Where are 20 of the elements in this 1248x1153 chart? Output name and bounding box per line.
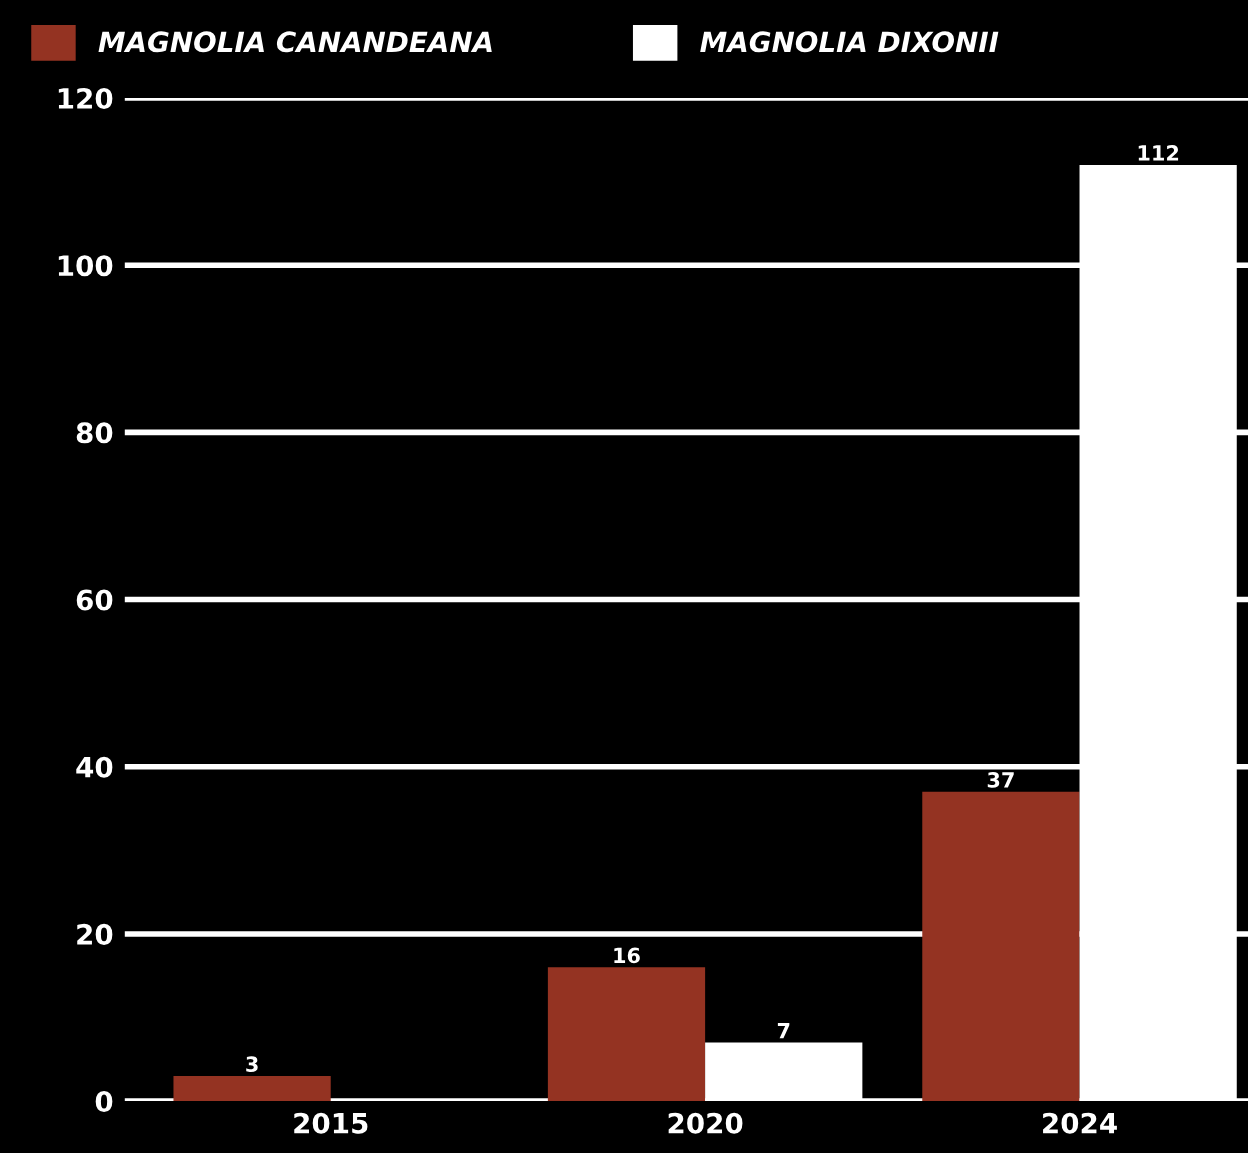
bar [173, 1076, 331, 1102]
x-tick-label: 2024 [1043, 1112, 1117, 1134]
y-tick-label: 80 [76, 422, 113, 444]
y-tick-label: 60 [76, 589, 113, 611]
bar [547, 967, 706, 1102]
legend-label: MAGNOLIA DIXONII [700, 31, 999, 53]
data-label: 3 [246, 1056, 258, 1072]
y-tick-label: 20 [77, 923, 113, 945]
x-tick-label: 2015 [294, 1112, 368, 1134]
y-tick-label: 0 [95, 1091, 113, 1113]
legend-label: MAGNOLIA CANANDEANA [98, 31, 492, 53]
x-tick-label: 2020 [668, 1112, 743, 1134]
bar [922, 791, 1080, 1102]
y-tick-label: 40 [76, 756, 113, 778]
data-label: 16 [614, 947, 640, 964]
y-tick-label: 120 [58, 87, 113, 109]
data-label: 37 [987, 772, 1014, 788]
data-label: 7 [777, 1023, 790, 1039]
data-label: 112 [1138, 145, 1179, 161]
y-tick-label: 100 [58, 255, 113, 277]
